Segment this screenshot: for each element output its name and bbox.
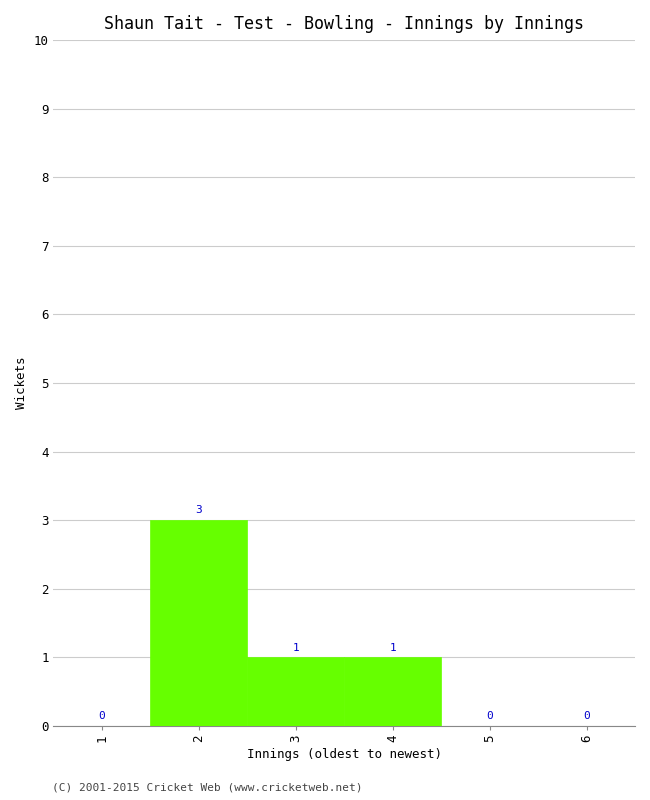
Bar — [247, 658, 344, 726]
Bar — [344, 658, 441, 726]
Text: (C) 2001-2015 Cricket Web (www.cricketweb.net): (C) 2001-2015 Cricket Web (www.cricketwe… — [52, 782, 363, 792]
Text: 1: 1 — [389, 642, 396, 653]
Text: 3: 3 — [196, 506, 202, 515]
Title: Shaun Tait - Test - Bowling - Innings by Innings: Shaun Tait - Test - Bowling - Innings by… — [104, 15, 584, 33]
Text: 1: 1 — [292, 642, 299, 653]
Bar — [150, 520, 247, 726]
Text: 0: 0 — [486, 711, 493, 721]
X-axis label: Innings (oldest to newest): Innings (oldest to newest) — [247, 748, 442, 761]
Y-axis label: Wickets: Wickets — [15, 357, 28, 410]
Text: 0: 0 — [99, 711, 105, 721]
Text: 0: 0 — [583, 711, 590, 721]
